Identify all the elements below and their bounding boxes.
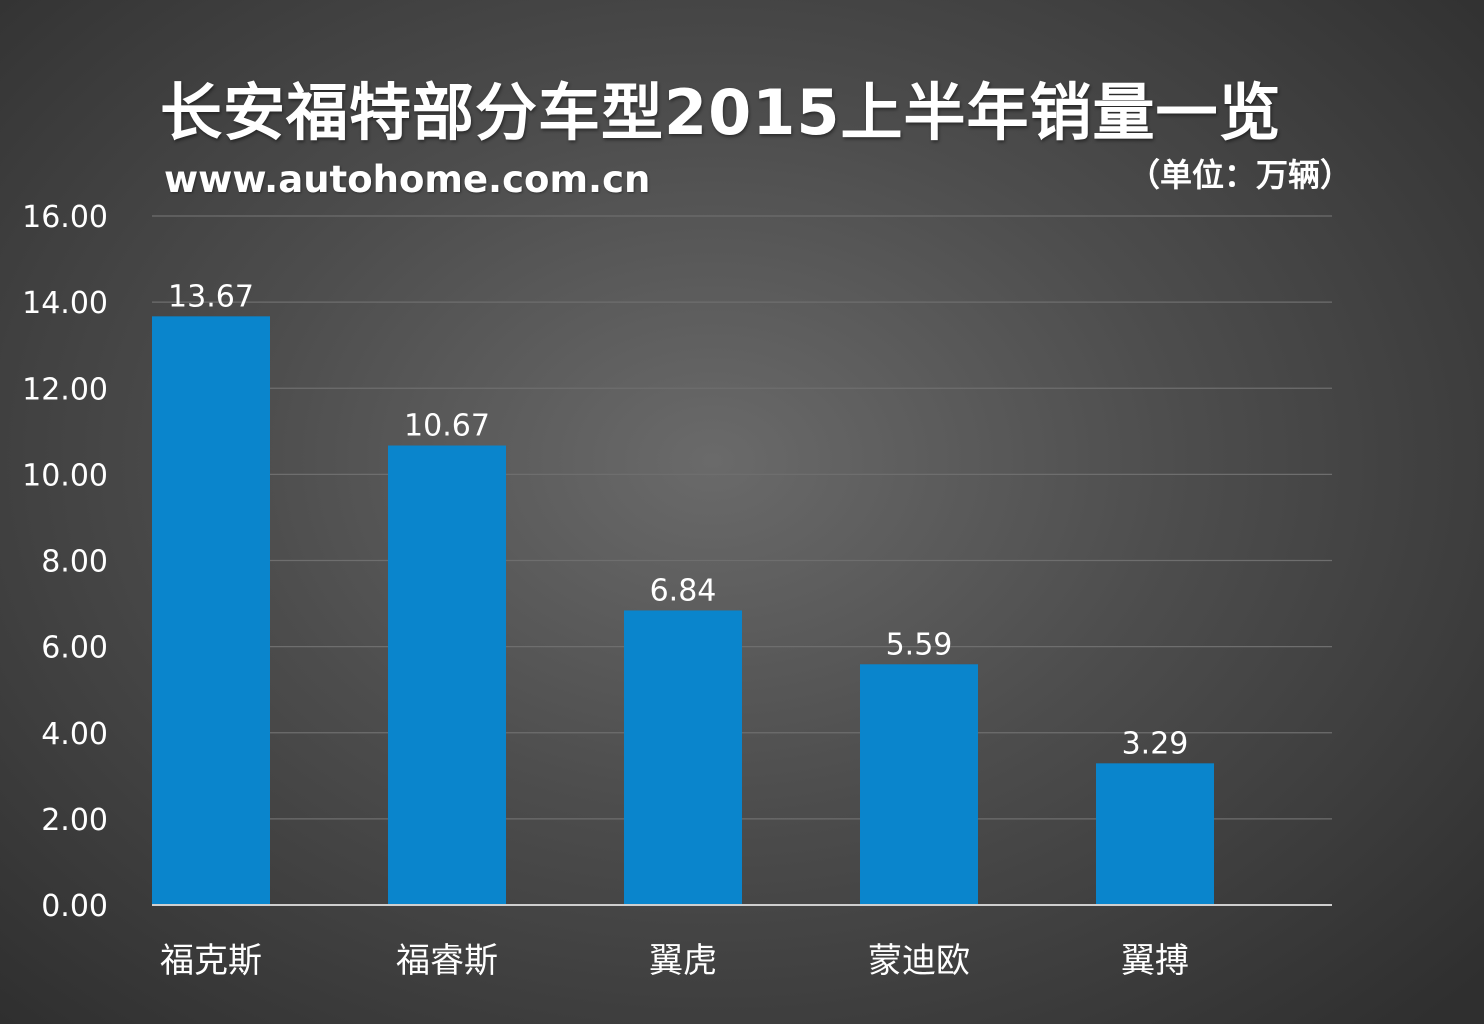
y-tick-label: 2.00	[41, 803, 108, 838]
y-tick-label: 6.00	[41, 631, 108, 666]
data-label: 6.84	[650, 573, 717, 608]
y-tick-label: 16.00	[22, 200, 108, 235]
y-tick-label: 4.00	[41, 717, 108, 752]
y-axis-ticks: 0.00 2.00 4.00 6.00 8.00 10.00 12.00 14.00 16.00	[22, 200, 108, 924]
data-label: 10.67	[404, 409, 490, 444]
website-label: www.autohome.com.cn	[164, 158, 651, 201]
bar	[860, 664, 978, 905]
data-labels: 13.67 10.67 6.84 5.59 3.29	[168, 279, 1188, 761]
chart-title: 长安福特部分车型2015上半年销量一览	[160, 76, 1282, 149]
y-tick-label: 8.00	[41, 545, 108, 580]
bars	[152, 316, 1214, 905]
bar	[152, 316, 270, 905]
x-tick-label: 蒙迪欧	[868, 941, 970, 981]
y-tick-label: 0.00	[41, 889, 108, 924]
data-label: 3.29	[1122, 726, 1189, 761]
y-tick-label: 10.00	[22, 458, 108, 493]
x-tick-label: 翼虎	[649, 941, 717, 981]
unit-label: （单位：万辆）	[1128, 156, 1353, 194]
x-axis-ticks: 福克斯 福睿斯 翼虎 蒙迪欧 翼搏	[160, 941, 1189, 981]
bar	[1096, 763, 1214, 905]
bar	[388, 445, 506, 905]
x-tick-label: 福克斯	[160, 941, 262, 981]
y-tick-label: 14.00	[22, 286, 108, 321]
x-tick-label: 福睿斯	[396, 941, 498, 981]
x-tick-label: 翼搏	[1121, 941, 1189, 981]
data-label: 5.59	[886, 627, 953, 662]
data-label: 13.67	[168, 279, 254, 314]
y-tick-label: 12.00	[22, 372, 108, 407]
bar	[624, 610, 742, 905]
